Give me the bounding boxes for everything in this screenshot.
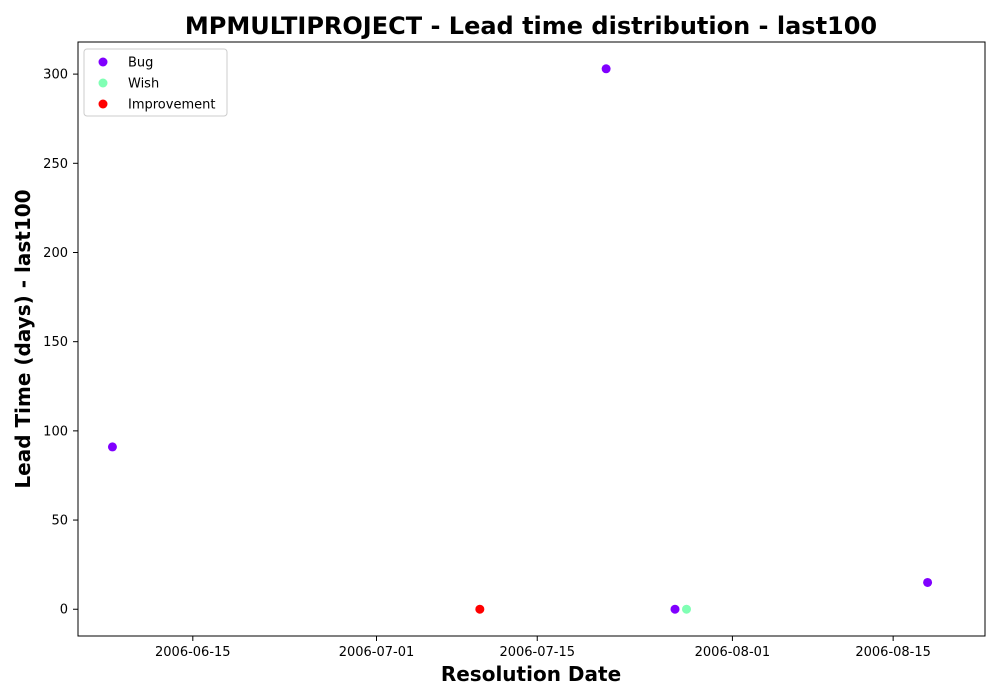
x-tick-label: 2006-07-01	[339, 645, 415, 660]
y-axis-label: Lead Time (days) - last100	[11, 189, 35, 488]
data-point-bug	[670, 604, 680, 614]
x-tick-label: 2006-08-15	[855, 645, 931, 660]
data-point-bug	[107, 442, 117, 452]
data-point-improvement	[475, 604, 485, 614]
y-tick-label: 150	[43, 335, 68, 350]
x-axis-ticks: 2006-06-15 2006-07-01 2006-07-15 2006-08-01…	[155, 636, 931, 660]
y-tick-label: 250	[43, 157, 68, 172]
plot-area: 2006-06-15 2006-07-01 2006-07-15 2006-08-01…	[43, 41, 986, 660]
x-tick-label: 2006-08-01	[695, 645, 771, 660]
data-point-wish	[681, 604, 691, 614]
legend-label-improvement: Improvement	[128, 98, 215, 113]
legend-label-bug: Bug	[128, 56, 153, 71]
y-tick-label: 100	[43, 424, 68, 439]
x-tick-label: 2006-07-15	[499, 645, 575, 660]
y-tick-label: 200	[43, 246, 68, 261]
y-tick-label: 0	[60, 603, 68, 618]
x-tick-label: 2006-06-15	[155, 645, 231, 660]
legend: Bug Wish Improvement	[83, 48, 228, 117]
plot-frame	[77, 41, 986, 637]
legend-marker-wish	[98, 78, 108, 88]
data-point-bug	[601, 64, 611, 74]
y-tick-label: 300	[43, 68, 68, 83]
data-point-bug	[923, 577, 933, 587]
legend-marker-bug	[98, 57, 108, 67]
y-axis-ticks: 0 50 100 150 200 250 300	[43, 68, 78, 618]
legend-box	[83, 48, 228, 117]
x-axis-label: Resolution Date	[441, 662, 621, 686]
legend-marker-improvement	[98, 99, 108, 109]
data-points	[107, 64, 933, 614]
y-tick-label: 50	[51, 514, 68, 529]
chart-title: MPMULTIPROJECT - Lead time distribution …	[185, 12, 877, 40]
legend-label-wish: Wish	[128, 77, 159, 92]
